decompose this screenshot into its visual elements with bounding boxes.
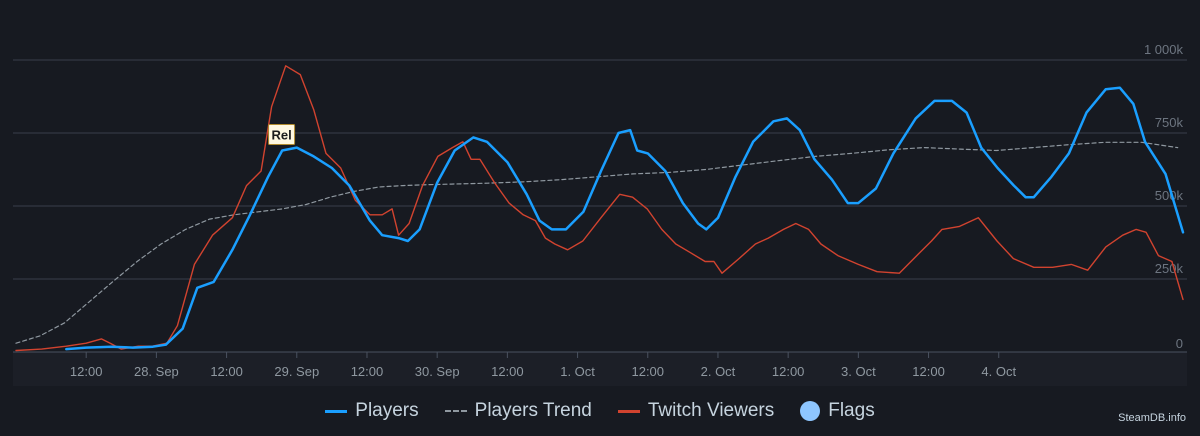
y-tick-label: 750k: [1155, 115, 1184, 130]
legend-swatch-players: [325, 409, 348, 413]
legend-item-flags[interactable]: Flags: [800, 400, 875, 422]
flag-box: [268, 123, 296, 145]
series-line-players: [65, 86, 1185, 351]
x-tick-label: 28. Sep: [134, 364, 179, 379]
x-tick-label: 12:00: [912, 364, 945, 379]
legend-item-players-trend[interactable]: Players Trend: [444, 400, 592, 422]
x-tick-label: 2. Oct: [701, 364, 736, 379]
legend-label-flags: Flags: [828, 400, 875, 421]
x-axis-band: [13, 352, 1187, 386]
series-line-twitch-viewers: [15, 65, 1184, 352]
legend-label-twitch-viewers: Twitch Viewers: [647, 400, 775, 421]
legend-label-players: Players: [355, 400, 419, 421]
x-tick-label: 12:00: [351, 364, 384, 379]
x-tick-label: 12:00: [70, 364, 103, 379]
legend-item-twitch-viewers[interactable]: Twitch Viewers: [617, 400, 775, 422]
steamdb-credit[interactable]: SteamDB.info: [1118, 412, 1186, 424]
x-tick-label: 12:00: [631, 364, 664, 379]
legend-label-players-trend: Players Trend: [474, 400, 592, 421]
x-tick-label: 1. Oct: [560, 364, 595, 379]
legend-swatch-flags: [800, 401, 821, 421]
series-lines: [15, 65, 1185, 352]
y-tick-label: 500k: [1155, 188, 1184, 203]
x-tick-label: 12:00: [491, 364, 524, 379]
legend-swatch-players-trend: [444, 410, 467, 412]
x-tick-label: 12:00: [210, 364, 243, 379]
y-tick-label: 250k: [1155, 261, 1184, 276]
x-axis: 12:00 28. Sep 12:00 29. Sep 12:00 30. Sep 12:0…: [13, 351, 1187, 379]
legend-item-players[interactable]: Players: [325, 400, 419, 422]
series-line-players-trend: [15, 141, 1179, 344]
legend: Players Players Trend Twitch Viewers Fla…: [0, 400, 1200, 422]
flag-marker: Rel: [268, 123, 296, 145]
flags[interactable]: Rel: [268, 123, 296, 145]
x-tick-label: 4. Oct: [981, 364, 1016, 379]
x-tick-label: 3. Oct: [841, 364, 876, 379]
legend-swatch-twitch-viewers: [617, 409, 640, 413]
x-tick-label: 30. Sep: [415, 364, 460, 379]
flag-label: Rel: [271, 127, 291, 142]
chart-background: [0, 0, 1200, 400]
x-tick-label: 29. Sep: [274, 364, 319, 379]
x-tick-label: 12:00: [772, 364, 805, 379]
gridlines: [13, 59, 1187, 280]
y-tick-label: 0: [1176, 336, 1183, 351]
y-tick-label: 1 000k: [1144, 42, 1184, 57]
y-axis-labels: 0 250k 500k 750k 1 000k: [1144, 42, 1184, 351]
